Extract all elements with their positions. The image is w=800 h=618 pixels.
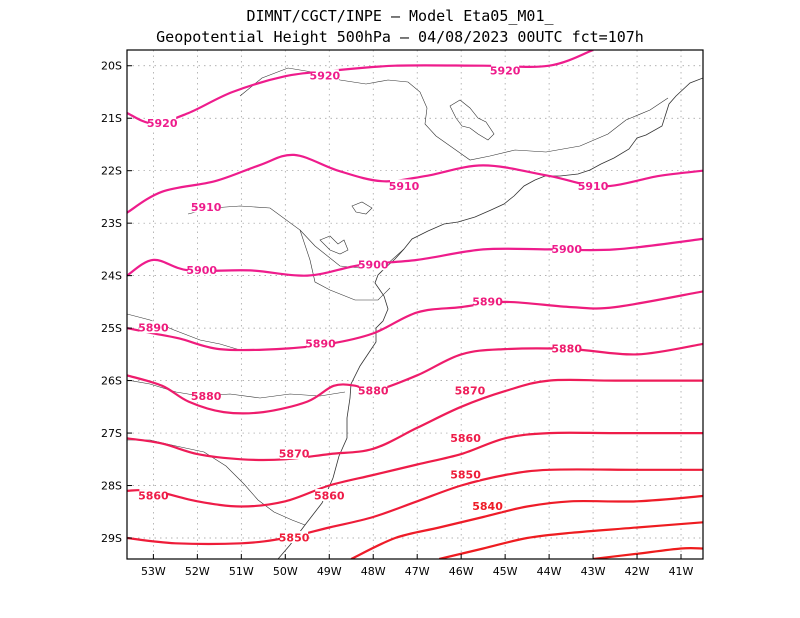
contour-label-bg xyxy=(306,336,335,349)
contour-label-bg xyxy=(148,116,177,129)
contour-label-5900: 5900 xyxy=(186,264,217,277)
contour-label-5870: 5870 xyxy=(279,448,310,461)
contour-label-5870: 5870 xyxy=(455,385,486,398)
contour-label-bg xyxy=(310,69,339,82)
contour-label-bg xyxy=(187,263,216,276)
contour-label-bg xyxy=(315,489,344,502)
contour-label-bg xyxy=(139,489,168,502)
contour-line-5860 xyxy=(127,431,703,508)
contour-line-5830 xyxy=(438,521,703,559)
lat-tick-label: 24S xyxy=(101,270,122,283)
lon-tick-label: 47W xyxy=(405,565,430,578)
contour-label-5890: 5890 xyxy=(138,322,169,335)
lon-tick-label: 50W xyxy=(273,565,298,578)
contour-label-5900: 5900 xyxy=(551,243,582,256)
contour-line-5840 xyxy=(350,494,703,559)
lon-tick-label: 42W xyxy=(625,565,650,578)
contour-line-5870 xyxy=(127,378,703,462)
lat-tick-label: 28S xyxy=(101,480,122,493)
state-border-3 xyxy=(127,379,346,399)
graticule-grid xyxy=(127,50,703,559)
contour-label-bg xyxy=(280,447,309,460)
contour-label-bg xyxy=(473,499,502,512)
contour-label-5920: 5920 xyxy=(490,64,521,77)
title-line-2: Geopotential Height 500hPa – 04/08/2023 … xyxy=(156,28,644,46)
coastline xyxy=(277,77,703,559)
contour-label-bg xyxy=(579,179,608,192)
lat-tick-label: 26S xyxy=(101,375,122,388)
contour-label-bg xyxy=(552,342,581,355)
contour-label-bg xyxy=(390,179,419,192)
contour-label-5910: 5910 xyxy=(578,180,609,193)
contour-line-5820 xyxy=(592,547,703,559)
lon-tick-label: 44W xyxy=(537,565,562,578)
contour-label-bg xyxy=(552,242,581,255)
lat-tick-label: 29S xyxy=(101,532,122,545)
contour-label-5890: 5890 xyxy=(305,337,336,350)
lake-1 xyxy=(449,99,495,141)
contour-label-5910: 5910 xyxy=(191,201,222,214)
contour-line-5850 xyxy=(127,468,703,545)
contour-label-5880: 5880 xyxy=(551,343,582,356)
contour-label-5850: 5850 xyxy=(279,532,310,545)
lat-tick-label: 21S xyxy=(101,112,122,125)
lake-2 xyxy=(319,235,349,255)
contour-label-bg xyxy=(451,431,480,444)
contour-label-bg xyxy=(359,384,388,397)
lake-3 xyxy=(351,201,373,215)
contour-labels: 5920 5920 5920 5910 5910 5910 5900 5900 5900 5890… xyxy=(138,63,609,545)
lon-tick-label: 43W xyxy=(581,565,606,578)
height-contours xyxy=(127,50,703,559)
lon-tick-label: 46W xyxy=(449,565,474,578)
contour-label-5860: 5860 xyxy=(138,490,169,503)
contour-line-5880 xyxy=(127,342,703,415)
lon-tick-label: 45W xyxy=(493,565,518,578)
contour-label-bg xyxy=(192,389,221,402)
contour-label-bg xyxy=(192,200,221,213)
contour-label-bg xyxy=(139,321,168,334)
lat-tick-label: 25S xyxy=(101,322,122,335)
contour-label-bg xyxy=(491,63,520,76)
contour-label-bg xyxy=(455,384,484,397)
contour-label-5910: 5910 xyxy=(389,180,420,193)
lon-tick-label: 48W xyxy=(361,565,386,578)
lat-tick-label: 27S xyxy=(101,427,122,440)
contour-label-bg xyxy=(473,294,502,307)
contour-line-5890 xyxy=(127,290,703,352)
state-border-6 xyxy=(127,313,241,351)
contour-label-5890: 5890 xyxy=(472,295,503,308)
contour-label-bg xyxy=(359,258,388,271)
lat-tick-label: 22S xyxy=(101,165,122,178)
contour-label-bg xyxy=(280,531,309,544)
lat-tick-label: 20S xyxy=(101,60,122,73)
lon-tick-label: 51W xyxy=(229,565,254,578)
state-border-2 xyxy=(187,205,391,301)
contour-label-5920: 5920 xyxy=(310,70,341,83)
contour-line-5920 xyxy=(127,50,594,125)
contour-label-5900: 5900 xyxy=(358,259,389,272)
axis-ticks: 20S 21S 22S 23S 24S 25S 26S 27S 28S 29S 53W 52W 51W 5… xyxy=(101,60,694,578)
lon-tick-label: 49W xyxy=(317,565,342,578)
contour-label-5860: 5860 xyxy=(314,490,345,503)
contour-label-5880: 5880 xyxy=(358,385,389,398)
lat-tick-label: 23S xyxy=(101,217,122,230)
lon-tick-label: 41W xyxy=(669,565,694,578)
contour-label-5920: 5920 xyxy=(147,117,178,130)
contour-label-bg xyxy=(451,468,480,481)
lon-tick-label: 53W xyxy=(141,565,166,578)
contour-label-5880: 5880 xyxy=(191,390,222,403)
title-line-1: DIMNT/CGCT/INPE – Model Eta05_M01_ xyxy=(246,7,554,25)
contour-label-5850: 5850 xyxy=(450,469,481,482)
map-frame xyxy=(126,49,704,560)
contour-label-5860: 5860 xyxy=(450,432,481,445)
contour-label-5840: 5840 xyxy=(472,500,503,513)
lon-tick-label: 52W xyxy=(185,565,210,578)
